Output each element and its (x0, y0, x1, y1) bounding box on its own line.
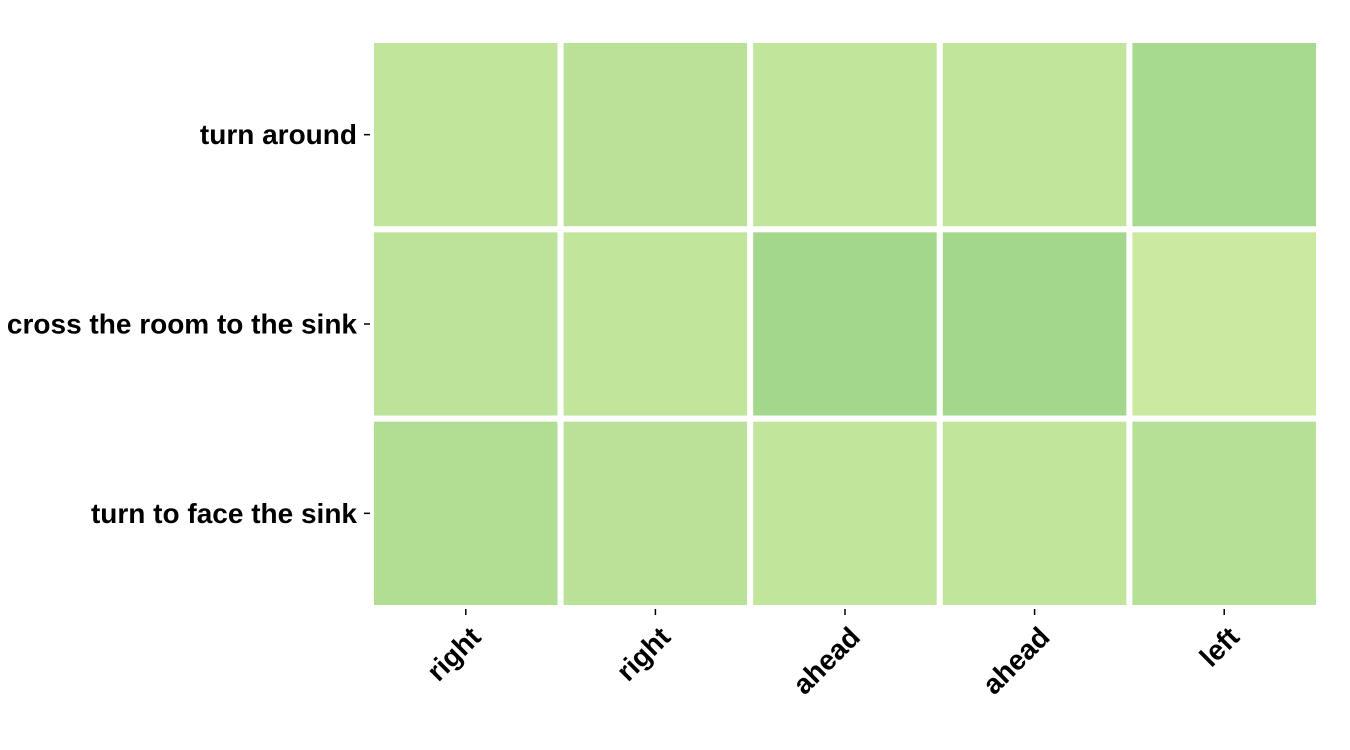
x-tick-label: ahead (787, 621, 866, 700)
heatmap-cells (368, 37, 1323, 611)
heatmap-cell-r1-c2 (747, 226, 943, 422)
heatmap-cell-r2-c0 (368, 415, 564, 611)
y-axis: turn around cross the room to the sink tur… (7, 119, 370, 529)
heatmap-cell-r0-c0 (368, 37, 564, 233)
x-tick-label: right (421, 621, 487, 687)
y-tick-label: turn to face the sink (91, 498, 357, 529)
heatmap-cell-r0-c1 (557, 37, 754, 233)
x-tick-label: right (610, 621, 676, 687)
heatmap-cell-r1-c0 (368, 226, 564, 422)
heatmap-cell-r1-c3 (936, 226, 1133, 422)
heatmap-cell-r1-c4 (1126, 226, 1323, 422)
heatmap-cell-r2-c2 (747, 415, 943, 611)
y-tick-label: cross the room to the sink (7, 309, 357, 340)
heatmap-cell-r0-c3 (936, 37, 1133, 233)
x-tick-label: ahead (976, 621, 1055, 700)
y-tick-label: turn around (200, 119, 357, 150)
heatmap-cell-r0-c4 (1126, 37, 1323, 233)
heatmap-cell-r1-c1 (557, 226, 754, 422)
x-axis: right right ahead ahead left (421, 609, 1245, 700)
heatmap-cell-r2-c4 (1126, 415, 1323, 611)
heatmap-cell-r2-c3 (936, 415, 1133, 611)
heatmap-cell-r2-c1 (557, 415, 754, 611)
heatmap-cell-r0-c2 (747, 37, 943, 233)
x-tick-label: left (1194, 621, 1246, 673)
